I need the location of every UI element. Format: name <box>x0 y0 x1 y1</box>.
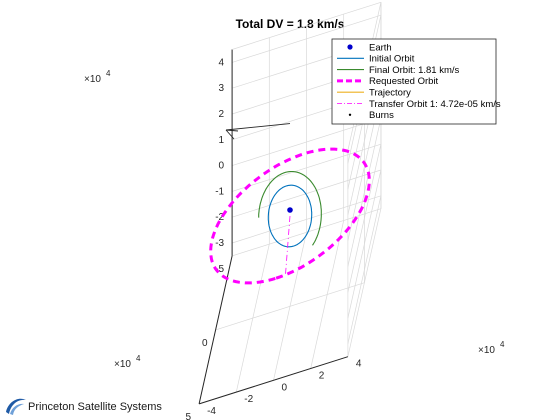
y-axis-line <box>198 356 349 405</box>
watermark: Princeton Satellite Systems <box>4 392 204 418</box>
final-orbit-line <box>258 170 322 246</box>
legend-label: Transfer Orbit 1: 4.72e-05 km/s <box>369 99 501 110</box>
x-tick-label: -5 <box>215 264 224 275</box>
x-exponent-power: 4 <box>136 354 141 363</box>
burn-vector-head <box>225 129 239 140</box>
z-tick-label: 4 <box>219 57 225 68</box>
top-edge <box>231 1 382 50</box>
requested-orbit-line <box>209 147 371 285</box>
legend-label: Burns <box>369 110 394 121</box>
z-tick-label: 1 <box>219 135 225 146</box>
company-name: Princeton Satellite Systems <box>28 401 162 413</box>
legend-label: Trajectory <box>369 88 411 99</box>
tick-labels: -3 -2 -1 0 1 2 3 4 -5 0 5 -4 -2 0 2 4 <box>186 57 362 420</box>
legend-label: Requested Orbit <box>369 76 439 87</box>
plot-marks <box>209 123 371 285</box>
y-tick-label: 0 <box>282 382 288 393</box>
grid-line-x <box>231 208 382 257</box>
initial-orbit-line <box>267 184 313 248</box>
z-tick-label: -3 <box>215 238 224 249</box>
legend-label: Initial Orbit <box>369 54 415 65</box>
y-tick-label: 4 <box>356 359 362 370</box>
legend-label: Final Orbit: 1.81 km/s <box>369 65 460 76</box>
y-exponent-power: 4 <box>500 340 505 349</box>
y-tick-label: 2 <box>319 371 325 382</box>
x-tick-label: 0 <box>202 338 208 349</box>
y-exponent-label: ×10 4 <box>478 340 505 356</box>
x-axis-line <box>198 255 233 405</box>
z-exponent-label: ×10 4 <box>84 69 111 85</box>
chart-title: Total DV = 1.8 km/s <box>236 17 345 31</box>
legend-marker-earth <box>347 44 353 50</box>
earth-point <box>287 207 293 213</box>
legend-marker-burns <box>348 113 352 117</box>
x-exponent-label: ×10 4 <box>114 354 141 370</box>
grid-line-x <box>215 282 365 331</box>
transfer-orbit-line <box>285 215 291 276</box>
y-tick-label: -2 <box>244 394 253 405</box>
x-exponent-base: ×10 <box>114 359 131 370</box>
z-tick-label: 0 <box>219 161 225 172</box>
x-tick-label: 5 <box>186 412 192 420</box>
z-tick-label: -1 <box>215 186 224 197</box>
z-exponent-base: ×10 <box>84 74 101 85</box>
z-tick-label: -2 <box>215 212 224 223</box>
z-tick-label: 2 <box>219 109 225 120</box>
company-logo-icon <box>6 398 26 415</box>
y-exponent-base: ×10 <box>478 345 495 356</box>
z-tick-label: 3 <box>219 83 225 94</box>
z-exponent-power: 4 <box>106 69 111 78</box>
burn-vector-line <box>225 123 291 131</box>
y-tick-label: -4 <box>207 406 216 417</box>
legend-label: Earth <box>369 42 392 53</box>
